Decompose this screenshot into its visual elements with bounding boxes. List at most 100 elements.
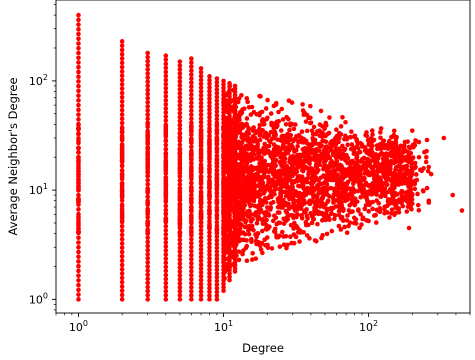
data-point (233, 180, 239, 186)
data-point (339, 177, 344, 183)
data-point (325, 168, 330, 174)
data-point (379, 191, 385, 197)
data-point (268, 152, 274, 158)
data-point (177, 202, 183, 207)
data-point (424, 185, 430, 191)
data-point (163, 268, 169, 274)
data-point (76, 83, 81, 89)
data-point (304, 213, 310, 219)
data-point (163, 276, 169, 282)
data-point (378, 178, 384, 183)
data-point (392, 156, 398, 161)
data-point (235, 116, 241, 121)
data-point (239, 222, 244, 228)
data-point (119, 218, 125, 223)
data-point (189, 84, 194, 89)
data-point (177, 241, 183, 247)
data-point (207, 274, 212, 280)
data-point (207, 221, 212, 227)
data-point (207, 259, 212, 265)
data-point (356, 173, 361, 178)
data-point (412, 178, 418, 184)
data-point (227, 113, 232, 119)
data-point (399, 157, 405, 162)
data-point (145, 187, 150, 193)
data-point (389, 134, 395, 140)
data-point (163, 252, 169, 257)
data-point (207, 230, 212, 235)
data-point (207, 174, 212, 180)
data-point (351, 215, 357, 221)
data-point (260, 228, 265, 234)
data-point (275, 123, 280, 128)
data-point (324, 231, 330, 237)
data-point (329, 228, 335, 234)
data-point (235, 99, 241, 105)
data-point (264, 235, 270, 240)
data-point (119, 254, 125, 259)
data-point (145, 260, 150, 265)
data-point (383, 193, 388, 199)
data-point (224, 130, 230, 136)
data-point (222, 207, 227, 213)
data-point (163, 73, 169, 79)
data-point (351, 160, 356, 166)
data-point (76, 292, 81, 297)
data-point (76, 150, 81, 155)
y-tick-label: 100 (29, 291, 48, 306)
data-point (367, 171, 372, 176)
data-point (76, 235, 81, 241)
data-point (198, 289, 204, 294)
data-point (145, 79, 150, 85)
data-point (274, 234, 279, 240)
data-point (119, 275, 125, 281)
data-point (260, 202, 265, 208)
data-point (221, 89, 226, 94)
data-point (243, 245, 249, 251)
data-point (231, 233, 237, 239)
data-point (214, 109, 220, 114)
data-point (76, 12, 81, 18)
data-point (329, 207, 334, 212)
data-point (364, 194, 369, 199)
data-point (119, 292, 125, 298)
data-point (394, 176, 400, 182)
data-point (279, 229, 285, 235)
data-point (325, 174, 331, 180)
data-point (341, 151, 346, 157)
data-point (221, 177, 226, 183)
data-point (373, 212, 378, 218)
data-point (145, 264, 150, 269)
data-point (270, 218, 276, 224)
data-point (286, 116, 291, 122)
data-point (207, 271, 212, 276)
data-point (207, 248, 212, 254)
data-point (273, 179, 279, 185)
data-point (308, 120, 314, 125)
data-point (207, 150, 212, 156)
data-point (290, 168, 296, 174)
data-point (317, 158, 323, 164)
data-point (338, 124, 344, 129)
data-point (374, 207, 380, 213)
data-point (177, 245, 183, 251)
data-point (256, 150, 262, 156)
data-point (262, 196, 268, 201)
data-point (257, 160, 262, 166)
data-point (247, 226, 252, 232)
data-point (189, 88, 194, 93)
data-point (229, 254, 235, 260)
data-point (298, 201, 304, 206)
data-point (163, 110, 169, 115)
data-point (227, 147, 233, 152)
data-point (373, 152, 379, 157)
data-point (271, 135, 277, 141)
data-point (76, 254, 81, 260)
data-point (367, 202, 372, 208)
data-point (177, 178, 183, 183)
data-point (189, 180, 194, 186)
data-point (250, 133, 256, 139)
data-point (264, 186, 270, 192)
data-point (189, 297, 194, 302)
data-point (145, 194, 150, 199)
